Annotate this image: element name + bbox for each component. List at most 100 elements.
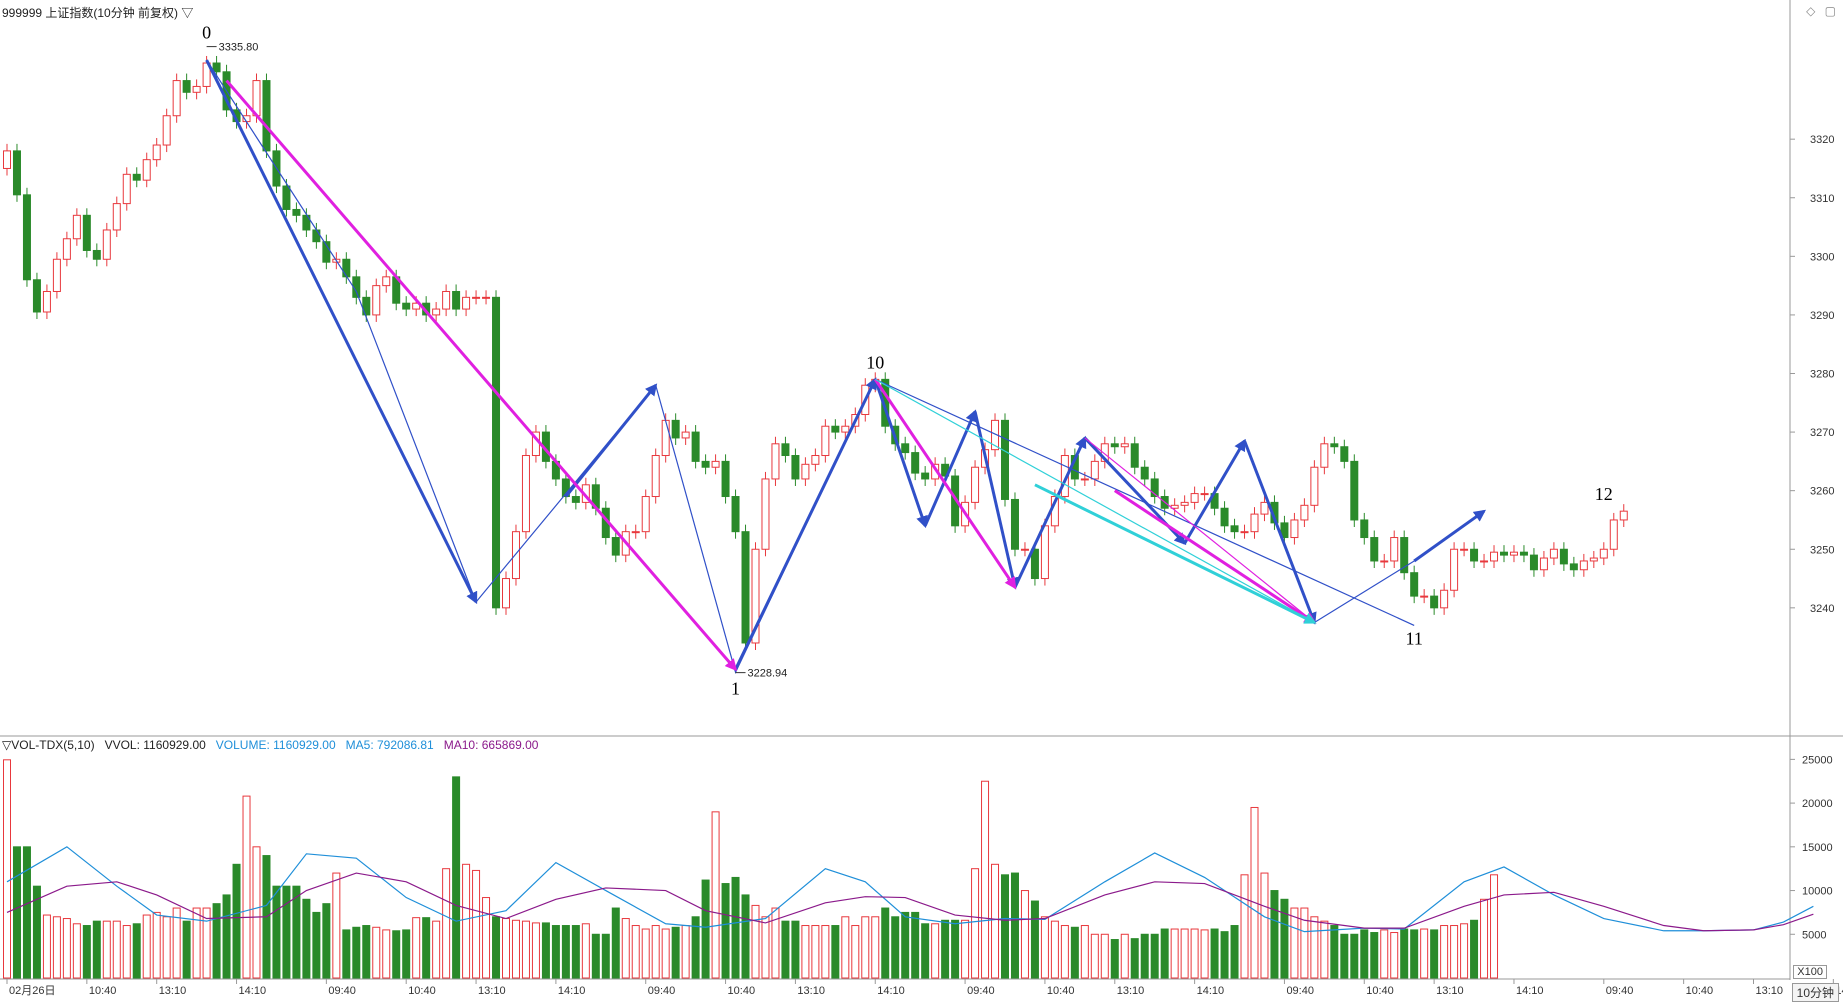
period-selector[interactable]: 10分钟 bbox=[1791, 983, 1839, 1002]
volume-bar bbox=[1410, 929, 1419, 979]
candle bbox=[1430, 589, 1439, 615]
candle bbox=[831, 419, 840, 440]
candle-body bbox=[22, 194, 31, 281]
candle-body bbox=[1080, 478, 1089, 481]
candle bbox=[1300, 498, 1309, 527]
candle-body bbox=[482, 296, 491, 299]
candle-body bbox=[492, 296, 501, 609]
candle-body bbox=[1500, 551, 1508, 556]
time-tick-label: 14:10 bbox=[1835, 985, 1843, 997]
candle bbox=[292, 202, 301, 223]
volume-bar bbox=[3, 759, 11, 979]
volume-bar bbox=[1290, 907, 1299, 979]
candle-body bbox=[502, 578, 510, 609]
candle bbox=[711, 454, 720, 475]
volume-bar bbox=[312, 911, 321, 979]
candle-body bbox=[212, 62, 221, 73]
candle bbox=[1480, 553, 1489, 568]
candle-body bbox=[1260, 501, 1269, 515]
candle-body bbox=[1240, 531, 1249, 534]
candle-body bbox=[1420, 595, 1429, 598]
volume-bar bbox=[1070, 926, 1079, 979]
time-tick-label: 13:10 bbox=[1436, 985, 1464, 997]
candle bbox=[62, 231, 71, 267]
candle-body bbox=[172, 80, 181, 117]
candle-body bbox=[162, 115, 171, 146]
candle-body bbox=[711, 460, 720, 468]
volume-bar bbox=[322, 903, 331, 979]
candle-body bbox=[681, 431, 690, 439]
candle-body bbox=[1001, 419, 1009, 500]
candle bbox=[651, 448, 660, 504]
volume-bar bbox=[911, 911, 920, 979]
vol-indicator-name[interactable]: ▽VOL-TDX(5,10) bbox=[2, 738, 95, 752]
zoom-indicator[interactable]: X100 bbox=[1793, 965, 1827, 979]
window-controls[interactable]: ◇ ▢ bbox=[1806, 4, 1839, 18]
candle bbox=[1150, 471, 1159, 504]
volume-bar bbox=[841, 916, 850, 979]
volume-bar bbox=[112, 920, 121, 979]
candle bbox=[402, 296, 411, 317]
volume-bar bbox=[122, 925, 131, 979]
candle bbox=[1500, 545, 1508, 563]
candle bbox=[112, 196, 121, 238]
candle-body bbox=[282, 185, 291, 210]
candle-body bbox=[1340, 446, 1349, 462]
candle-body bbox=[1230, 525, 1239, 533]
volume-bar bbox=[1270, 890, 1279, 979]
volume-bar bbox=[1050, 920, 1059, 979]
candle bbox=[1240, 524, 1249, 539]
candle-body bbox=[1180, 501, 1189, 506]
time-tick-label: 09:40 bbox=[967, 985, 995, 997]
candle bbox=[811, 448, 820, 472]
candle-body bbox=[911, 452, 920, 474]
candle-body bbox=[1300, 504, 1309, 521]
candle bbox=[482, 290, 491, 305]
volume-bar bbox=[1420, 928, 1429, 979]
wave-line bbox=[973, 411, 1019, 590]
volume-bar bbox=[222, 894, 231, 979]
volume-bar bbox=[891, 916, 900, 979]
candle bbox=[22, 187, 31, 287]
volume-bar bbox=[1001, 874, 1009, 979]
volume-bar bbox=[691, 916, 700, 979]
candle-body bbox=[3, 150, 11, 169]
candle bbox=[122, 167, 131, 211]
ma5-value: MA5: 792086.81 bbox=[345, 738, 434, 752]
volume-bar bbox=[801, 925, 810, 979]
volume-bar bbox=[601, 933, 610, 979]
candle bbox=[282, 179, 291, 217]
volume-bar bbox=[1390, 932, 1399, 979]
volume-bar bbox=[721, 883, 730, 979]
candle bbox=[102, 222, 111, 267]
candle-body bbox=[292, 208, 301, 216]
candle bbox=[1579, 553, 1588, 577]
candle bbox=[1380, 553, 1389, 568]
candle-body bbox=[1280, 522, 1289, 539]
volume-bar bbox=[1370, 932, 1379, 979]
volume-bar bbox=[442, 868, 451, 979]
candle-body bbox=[1220, 507, 1229, 527]
volume-bar bbox=[1190, 928, 1199, 979]
candle bbox=[52, 252, 61, 299]
candle-body bbox=[52, 258, 61, 292]
candle-body bbox=[791, 455, 800, 480]
candle bbox=[791, 448, 800, 486]
volume-bar bbox=[1090, 933, 1099, 979]
candle-body bbox=[1100, 443, 1109, 462]
volume-bar bbox=[951, 919, 960, 979]
volume-bar bbox=[551, 925, 560, 979]
volume-bar bbox=[651, 925, 660, 979]
candle-body bbox=[611, 537, 620, 556]
candle bbox=[162, 108, 171, 153]
candle-body bbox=[432, 308, 441, 316]
volume-bar bbox=[761, 916, 770, 979]
candle bbox=[631, 524, 640, 539]
candle bbox=[571, 489, 580, 510]
volume-bar bbox=[1010, 872, 1019, 979]
candle-body bbox=[1549, 548, 1558, 559]
candle-body bbox=[1030, 548, 1039, 580]
candle-body bbox=[801, 463, 810, 480]
candle-body bbox=[122, 173, 131, 205]
